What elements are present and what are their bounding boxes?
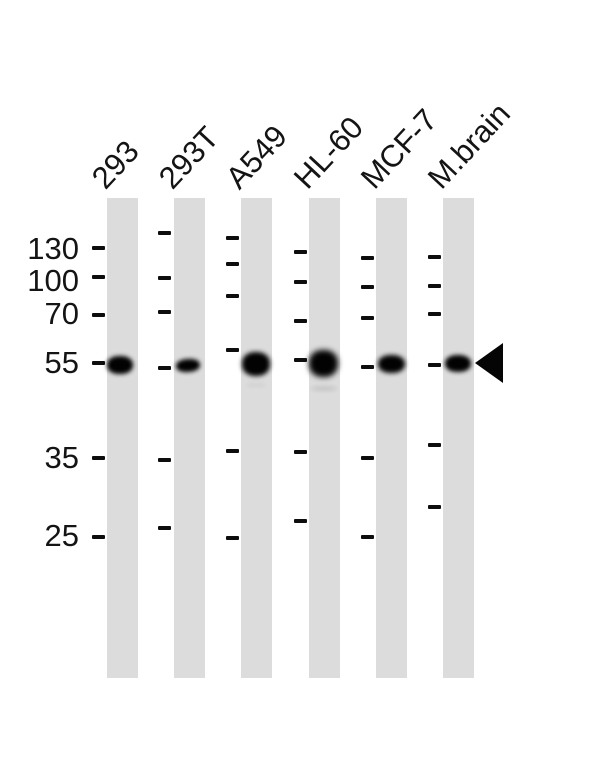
lane-tick bbox=[428, 505, 441, 509]
lane-tick bbox=[428, 312, 441, 316]
lane-tick bbox=[158, 276, 171, 280]
lane-tick bbox=[361, 316, 374, 320]
mw-marker-label: 35 bbox=[44, 440, 79, 475]
lane-tick bbox=[158, 458, 171, 462]
mw-tick bbox=[92, 361, 105, 365]
lane-label: 293T bbox=[151, 119, 226, 196]
mw-tick bbox=[92, 313, 105, 317]
mw-marker-label: 100 bbox=[27, 263, 79, 298]
lane-tick bbox=[158, 231, 171, 235]
protein-band bbox=[445, 354, 471, 372]
mw-tick bbox=[92, 246, 105, 250]
mw-marker-label: 130 bbox=[27, 231, 79, 266]
mw-tick bbox=[92, 275, 105, 279]
mw-tick bbox=[92, 456, 105, 460]
lane-tick bbox=[158, 310, 171, 314]
lane-strip bbox=[174, 198, 205, 678]
lane-label: 293 bbox=[84, 133, 146, 196]
lane-tick bbox=[294, 519, 307, 523]
lane-tick bbox=[158, 366, 171, 370]
mw-tick bbox=[92, 535, 105, 539]
lane-tick bbox=[158, 526, 171, 530]
lane-tick bbox=[294, 450, 307, 454]
lane-tick bbox=[226, 536, 239, 540]
lane-tick bbox=[226, 262, 239, 266]
lane-tick bbox=[361, 285, 374, 289]
lane-label: M.brain bbox=[420, 95, 517, 196]
lane-tick bbox=[361, 256, 374, 260]
lane-tick bbox=[294, 319, 307, 323]
mw-marker-label: 55 bbox=[44, 345, 79, 380]
lane-tick bbox=[428, 284, 441, 288]
lane-strip bbox=[376, 198, 407, 678]
lane-tick bbox=[428, 443, 441, 447]
mw-marker-label: 25 bbox=[44, 518, 79, 553]
lane-label: HL-60 bbox=[286, 109, 371, 196]
protein-band bbox=[107, 356, 133, 374]
lane-tick bbox=[226, 294, 239, 298]
protein-band bbox=[308, 349, 338, 377]
lane-tick bbox=[226, 348, 239, 352]
faint-smudge bbox=[246, 383, 266, 387]
lane-tick bbox=[294, 250, 307, 254]
protein-band bbox=[377, 355, 405, 373]
lane-tick bbox=[428, 363, 441, 367]
faint-smudge bbox=[311, 385, 337, 391]
lane-tick bbox=[361, 535, 374, 539]
lane-tick bbox=[361, 365, 374, 369]
lane-tick bbox=[226, 449, 239, 453]
lane-strip bbox=[241, 198, 272, 678]
lane-label: A549 bbox=[218, 118, 294, 196]
band-arrow-icon bbox=[475, 343, 503, 383]
protein-band bbox=[242, 352, 270, 376]
lane-tick bbox=[226, 236, 239, 240]
lane-tick bbox=[361, 456, 374, 460]
lane-strip bbox=[309, 198, 340, 678]
lane-tick bbox=[294, 280, 307, 284]
lane-strip bbox=[443, 198, 474, 678]
lane-strip bbox=[107, 198, 138, 678]
lane-tick bbox=[428, 255, 441, 259]
mw-marker-label: 70 bbox=[44, 296, 79, 331]
lane-tick bbox=[294, 358, 307, 362]
